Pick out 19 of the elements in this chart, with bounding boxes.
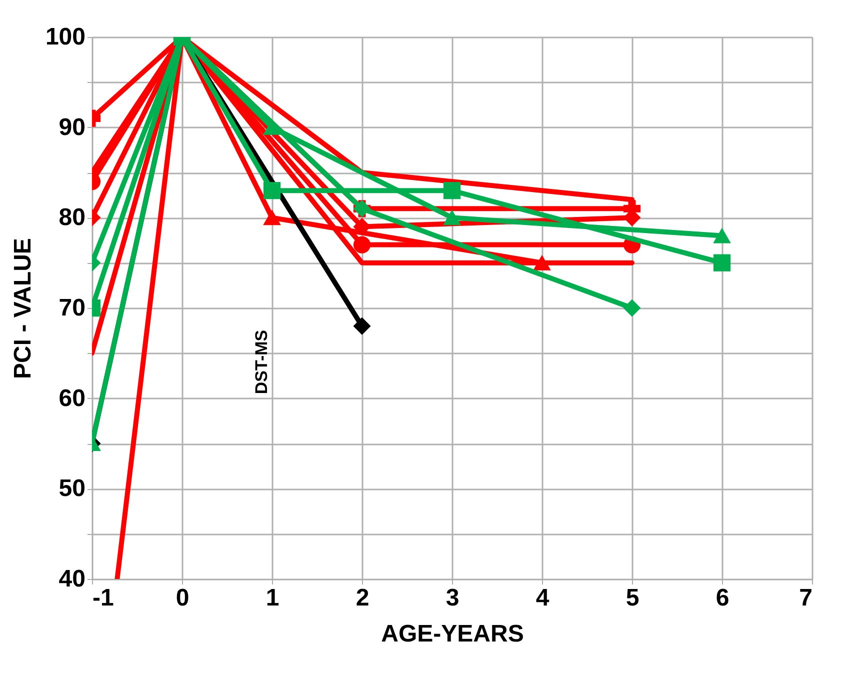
y-tick-label: 50 (58, 475, 86, 502)
x-tick-label: 7 (799, 584, 812, 612)
x-tick-label: 5 (626, 584, 640, 612)
x-tick-label: 6 (716, 584, 730, 612)
x-tick-label: 0 (176, 584, 190, 612)
y-tick-label: 90 (58, 114, 86, 141)
x-axis-title: AGE-YEARS (381, 620, 524, 648)
y-tick-label: 70 (58, 294, 86, 322)
y-tick-label: 100 (45, 24, 86, 50)
y-tick-label: 60 (58, 384, 86, 412)
x-tick-label: 2 (356, 584, 370, 612)
x-tick-label: 4 (536, 584, 550, 612)
x-tick-label: 1 (266, 584, 280, 612)
annotation: DST-MS (252, 330, 271, 394)
y-tick-label: 40 (58, 566, 86, 592)
y-axis-title: PCI - VALUE (9, 238, 36, 379)
x-tick-label: 3 (446, 584, 460, 612)
y-tick-label: 80 (58, 204, 86, 232)
x-tick-label: -1 (92, 584, 114, 612)
